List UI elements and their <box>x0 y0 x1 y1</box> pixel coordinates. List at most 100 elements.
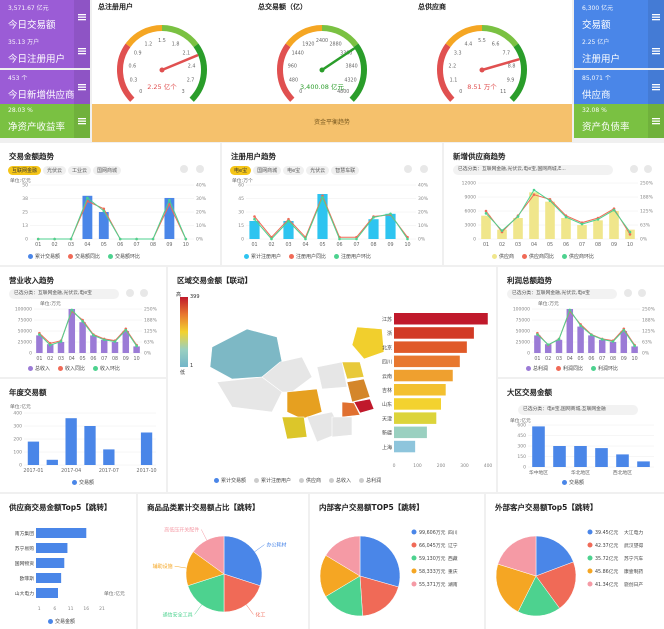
profit-filter[interactable]: 已选分类：互联网金融,光伏云,电e宝 <box>507 289 617 299</box>
bar[interactable] <box>598 339 606 353</box>
bar[interactable] <box>544 344 552 353</box>
bar[interactable] <box>593 220 603 239</box>
external-title[interactable]: 外部客户交易额Top5【跳转】 <box>495 503 598 512</box>
legend-item[interactable]: 注册用户同比 <box>289 253 326 260</box>
bar[interactable] <box>36 335 43 353</box>
bar[interactable] <box>637 461 650 467</box>
tab-trade-3[interactable]: 国网商城 <box>93 166 122 175</box>
pie-slice[interactable] <box>325 575 363 617</box>
point[interactable] <box>321 194 324 198</box>
legend-item[interactable]: 总收入 <box>329 477 351 484</box>
bar[interactable] <box>103 449 115 465</box>
reset-icon[interactable] <box>404 165 412 173</box>
kpi-tile-left-3[interactable]: 28.03 % 净资产收益率 <box>0 104 90 138</box>
balance-banner[interactable]: 资金平衡趋势 <box>92 104 572 142</box>
kpi-tile-right-1[interactable]: 2.25 亿户 注册用户 <box>574 34 664 68</box>
bar[interactable] <box>394 313 488 325</box>
bar[interactable] <box>65 418 77 465</box>
point[interactable] <box>611 340 615 343</box>
point[interactable] <box>151 237 155 241</box>
pie-slice[interactable] <box>359 575 399 617</box>
bar[interactable] <box>577 326 584 353</box>
point[interactable] <box>253 217 256 221</box>
legend-item[interactable]: 交易额环比 <box>108 253 140 260</box>
tab-users-4[interactable]: 智慧车联 <box>331 166 360 175</box>
list-icon[interactable] <box>74 70 90 104</box>
revenue-filter[interactable]: 已选分类：互联网金融,光伏云,电e宝 <box>9 289 119 299</box>
legend-item[interactable]: 利润环比 <box>591 365 618 372</box>
bar[interactable] <box>394 412 437 424</box>
point[interactable] <box>69 237 73 241</box>
point[interactable] <box>287 217 290 221</box>
map-region-yunnan[interactable] <box>281 416 308 440</box>
legend-item[interactable]: 交易额 <box>562 479 584 486</box>
bar[interactable] <box>534 335 541 353</box>
category-title[interactable]: 商品品类累计交易额占比【跳转】 <box>147 503 260 512</box>
point[interactable] <box>633 344 636 348</box>
point[interactable] <box>568 308 572 312</box>
point[interactable] <box>532 188 536 192</box>
legend-item[interactable]: 供应商 <box>492 253 514 260</box>
bar[interactable] <box>588 335 595 353</box>
bar[interactable] <box>553 446 566 467</box>
bar[interactable] <box>513 218 523 239</box>
point[interactable] <box>135 237 138 241</box>
point[interactable] <box>579 324 582 328</box>
point[interactable] <box>118 237 122 241</box>
legend-item[interactable]: 交易额同比 <box>68 253 100 260</box>
point[interactable] <box>548 199 552 203</box>
bar[interactable] <box>631 346 638 353</box>
point[interactable] <box>338 237 341 241</box>
bar[interactable] <box>79 322 86 353</box>
bar[interactable] <box>394 398 441 410</box>
bar[interactable] <box>532 426 545 467</box>
map-region-north-central[interactable] <box>316 361 348 390</box>
point[interactable] <box>546 343 550 346</box>
bar[interactable] <box>609 211 619 239</box>
legend-item[interactable]: 注册用户环比 <box>334 253 371 260</box>
more-icon[interactable] <box>420 165 428 173</box>
point[interactable] <box>628 233 632 236</box>
legend-item[interactable]: 总收入 <box>28 365 50 372</box>
pie-slice[interactable] <box>223 573 261 613</box>
point[interactable] <box>38 333 41 336</box>
bar[interactable] <box>385 213 396 239</box>
legend-item[interactable]: 交易金额 <box>48 618 75 625</box>
bar[interactable] <box>133 346 140 353</box>
reset-icon[interactable] <box>624 289 632 297</box>
point[interactable] <box>270 237 273 241</box>
bar[interactable] <box>111 342 119 353</box>
bar[interactable] <box>616 454 629 467</box>
gauge-0[interactable]: 总注册用户 00.3 0.6 0.91.2 1.5 1.82.1 2.4 2.73 2.25 亿… <box>98 2 207 102</box>
point[interactable] <box>484 209 488 213</box>
bar[interactable] <box>82 195 93 239</box>
tab-trade-1[interactable]: 光伏云 <box>43 166 67 175</box>
more-icon[interactable] <box>638 289 646 297</box>
point[interactable] <box>596 218 600 221</box>
point[interactable] <box>86 196 89 200</box>
point[interactable] <box>92 334 95 337</box>
legend-item[interactable]: 总利润 <box>359 477 381 484</box>
bar[interactable] <box>46 344 54 353</box>
bar[interactable] <box>620 331 628 353</box>
pie-slice[interactable] <box>495 563 537 613</box>
bar[interactable] <box>36 558 65 568</box>
legend-item[interactable]: 供应商环比 <box>562 253 594 260</box>
kpi-tile-right-0[interactable]: 6,300 亿元 交易额 <box>574 0 664 34</box>
point[interactable] <box>70 308 74 312</box>
point[interactable] <box>102 338 106 342</box>
point[interactable] <box>612 208 616 212</box>
bar[interactable] <box>283 221 294 239</box>
point[interactable] <box>590 333 593 337</box>
bar[interactable] <box>574 446 587 467</box>
legend-item[interactable]: 累计交易额 <box>214 477 246 484</box>
china-map[interactable] <box>192 307 392 457</box>
point[interactable] <box>372 216 375 219</box>
list-icon[interactable] <box>648 70 664 104</box>
point[interactable] <box>355 237 358 241</box>
tab-users-3[interactable]: 光伏云 <box>306 166 330 175</box>
point[interactable] <box>628 230 632 234</box>
bar[interactable] <box>36 528 87 538</box>
bar[interactable] <box>497 229 507 239</box>
